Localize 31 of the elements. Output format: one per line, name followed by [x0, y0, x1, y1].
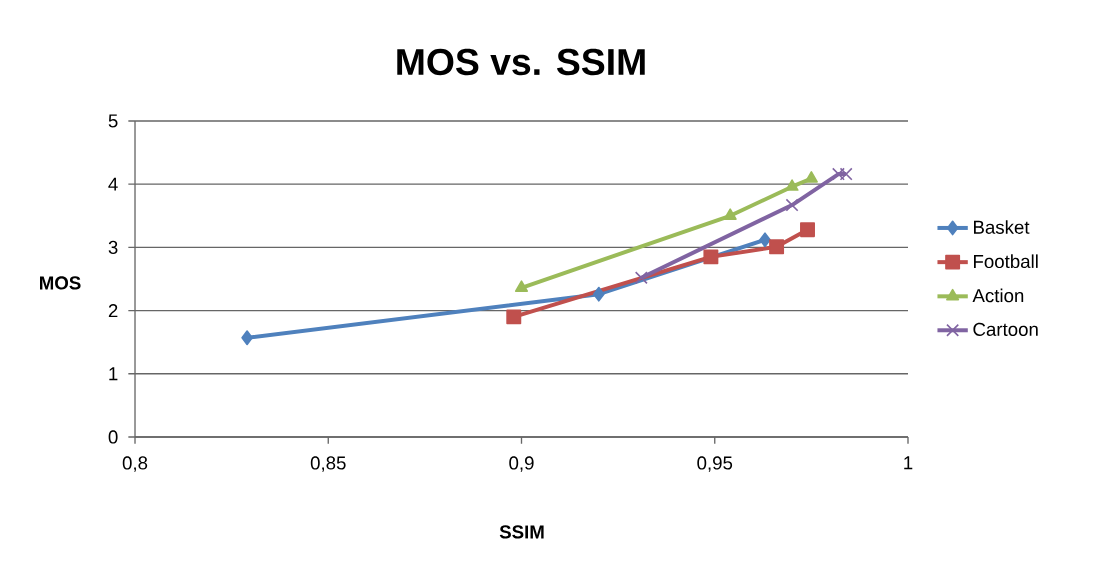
x-tick-label: 0,9 [509, 456, 534, 472]
point [634, 271, 648, 285]
point [593, 286, 605, 302]
x-tick-label: 0,8 [122, 456, 148, 472]
y-tick-label: 5 [108, 114, 118, 128]
y-tick-label: 4 [108, 177, 118, 191]
legend-label: Action [972, 288, 1024, 303]
legend-label: Cartoon [973, 322, 1038, 336]
point [759, 232, 771, 248]
x-axis-title: SSIM [499, 525, 544, 539]
point [723, 208, 737, 220]
y-tick-label: 2 [108, 304, 118, 318]
x-tick-label: 0,95 [697, 456, 733, 472]
point [514, 280, 529, 292]
legend-label: Football [974, 254, 1038, 269]
chart-title: MOS vs. SSIM [397, 48, 645, 76]
point [769, 239, 785, 255]
point [800, 222, 815, 238]
y-tick-label: 3 [108, 240, 118, 254]
y-tick-label: 1 [109, 367, 118, 381]
y-axis-title: MOS [40, 276, 81, 290]
point [785, 179, 799, 191]
legend-label: Basket [974, 220, 1030, 234]
point [804, 171, 818, 183]
point [506, 309, 522, 325]
point [785, 198, 799, 212]
point [703, 249, 719, 265]
y-tick-label: 0 [108, 430, 118, 444]
x-tick-label: 1 [904, 456, 913, 470]
point [241, 330, 253, 346]
x-tick-label: 0,85 [310, 456, 346, 472]
